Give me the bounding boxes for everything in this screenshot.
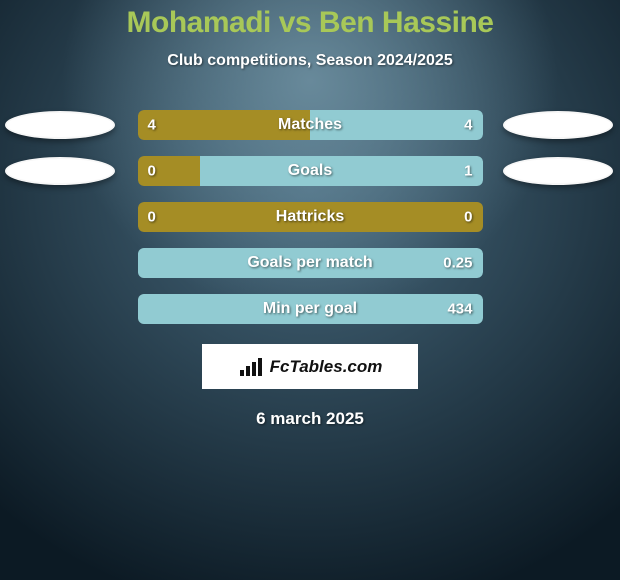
fctables-text: FcTables.com [270, 357, 383, 377]
stat-value-right: 4 [464, 117, 472, 134]
date-text: 6 march 2025 [256, 409, 364, 429]
stat-value-left: 0 [148, 163, 156, 180]
stat-value-right: 1 [464, 163, 472, 180]
stat-label: Hattricks [276, 208, 344, 226]
page-title: Mohamadi vs Ben Hassine [127, 6, 494, 40]
stat-row: Goals 0 1 [0, 156, 620, 186]
stat-value-right: 434 [447, 301, 472, 318]
stat-bar: Matches 4 4 [138, 110, 483, 140]
stat-rows: Matches 4 4 Goals 0 1 Hattricks 0 0 Goals per mat… [0, 110, 620, 324]
stat-row: Min per goal 434 [0, 294, 620, 324]
stat-row: Hattricks 0 0 [0, 202, 620, 232]
right-ellipse [503, 111, 613, 139]
stat-value-left: 0 [148, 209, 156, 226]
page-subtitle: Club competitions, Season 2024/2025 [167, 52, 452, 70]
stat-row: Matches 4 4 [0, 110, 620, 140]
stat-value-right: 0.25 [443, 255, 472, 272]
stat-value-left: 4 [148, 117, 156, 134]
stat-label: Goals per match [247, 254, 372, 272]
stat-bar: Goals 0 1 [138, 156, 483, 186]
bar-fill-right [200, 156, 483, 186]
stat-bar: Hattricks 0 0 [138, 202, 483, 232]
fctables-icon [238, 356, 266, 378]
stat-label: Goals [288, 162, 332, 180]
fctables-badge: FcTables.com [202, 344, 418, 389]
left-ellipse [5, 157, 115, 185]
stat-value-right: 0 [464, 209, 472, 226]
stat-label: Min per goal [263, 300, 357, 318]
stat-label: Matches [278, 116, 342, 134]
left-ellipse [5, 111, 115, 139]
stat-row: Goals per match 0.25 [0, 248, 620, 278]
stat-bar: Min per goal 434 [138, 294, 483, 324]
stat-bar: Goals per match 0.25 [138, 248, 483, 278]
right-ellipse [503, 157, 613, 185]
